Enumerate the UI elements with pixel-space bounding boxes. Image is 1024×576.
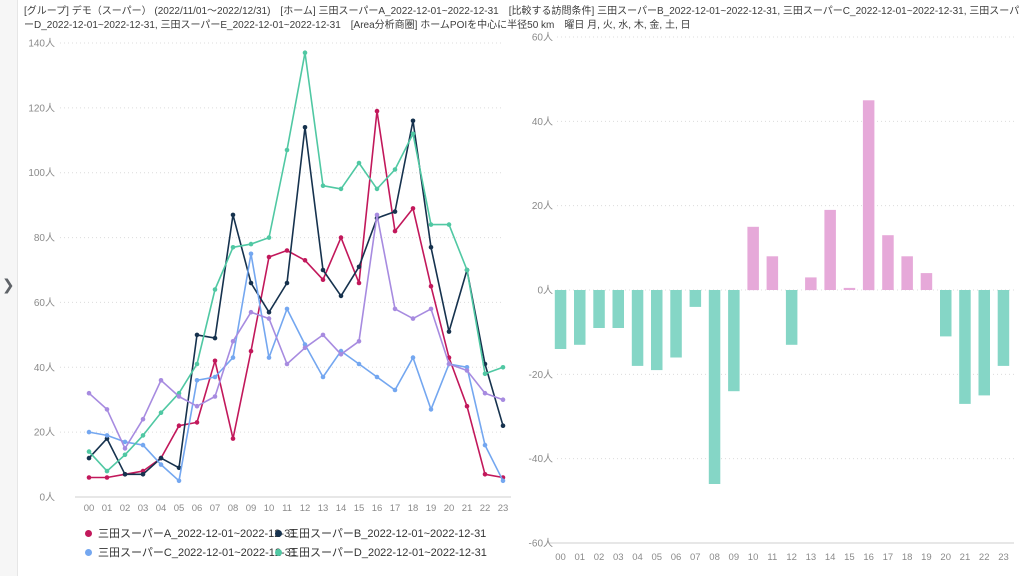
- line-chart: 0人 20人 40人 60人 80人 100人 120人 140人 00 01 02 03 04 05 06…: [28, 38, 511, 514]
- series-d-dot-icon: [275, 548, 282, 556]
- svg-text:07: 07: [210, 503, 221, 514]
- svg-text:06: 06: [671, 552, 682, 563]
- svg-text:01: 01: [102, 503, 113, 514]
- svg-text:07: 07: [690, 552, 701, 563]
- series-a-dot-icon: [85, 529, 92, 537]
- svg-text:15: 15: [844, 552, 855, 563]
- svg-text:0人: 0人: [537, 285, 553, 297]
- svg-text:18: 18: [902, 552, 913, 563]
- svg-text:08: 08: [228, 503, 239, 514]
- svg-text:09: 09: [246, 503, 257, 514]
- svg-text:60人: 60人: [532, 32, 553, 44]
- legend-label: 三田スーパーA_2022-12-01~2022-12-31: [98, 528, 297, 540]
- line-chart-legend: 三田スーパーA_2022-12-01~2022-12-31 三田スーパーB_20…: [85, 525, 487, 560]
- svg-text:05: 05: [174, 503, 185, 514]
- legend-item-store-d[interactable]: 三田スーパーD_2022-12-01~2022-12-31: [275, 544, 487, 560]
- svg-text:09: 09: [729, 552, 740, 563]
- svg-text:17: 17: [883, 552, 894, 563]
- legend-label: 三田スーパーD_2022-12-01~2022-12-31: [288, 547, 487, 559]
- svg-text:12: 12: [300, 503, 311, 514]
- svg-text:16: 16: [863, 552, 874, 563]
- svg-text:22: 22: [979, 552, 990, 563]
- svg-text:12: 12: [786, 552, 797, 563]
- svg-text:02: 02: [594, 552, 605, 563]
- svg-text:0人: 0人: [39, 492, 55, 504]
- svg-text:14: 14: [825, 552, 836, 563]
- legend-label: 三田スーパーC_2022-12-01~2022-12-31: [98, 547, 297, 559]
- svg-text:80人: 80人: [34, 232, 55, 244]
- svg-text:08: 08: [709, 552, 720, 563]
- svg-text:14: 14: [336, 503, 347, 514]
- series-c-dot-icon: [85, 548, 92, 556]
- sidebar-collapse-strip[interactable]: ❯: [0, 0, 18, 576]
- svg-text:17: 17: [390, 503, 401, 514]
- svg-text:13: 13: [318, 503, 329, 514]
- svg-text:04: 04: [632, 552, 643, 563]
- chevron-right-icon: ❯: [2, 277, 15, 294]
- svg-text:19: 19: [426, 503, 437, 514]
- legend-label: 三田スーパーB_2022-12-01~2022-12-31: [288, 528, 487, 540]
- svg-text:60人: 60人: [34, 297, 55, 309]
- svg-text:00: 00: [84, 503, 95, 514]
- svg-text:02: 02: [120, 503, 131, 514]
- svg-text:23: 23: [498, 503, 509, 514]
- svg-text:-20人: -20人: [529, 369, 553, 381]
- svg-text:03: 03: [138, 503, 149, 514]
- svg-text:20人: 20人: [532, 200, 553, 212]
- svg-text:40人: 40人: [532, 116, 553, 128]
- svg-text:20: 20: [444, 503, 455, 514]
- svg-text:20人: 20人: [34, 427, 55, 439]
- svg-text:11: 11: [282, 503, 292, 514]
- svg-text:21: 21: [960, 552, 971, 563]
- svg-text:00: 00: [555, 552, 566, 563]
- svg-text:19: 19: [921, 552, 932, 563]
- svg-text:05: 05: [652, 552, 663, 563]
- svg-text:140人: 140人: [28, 38, 55, 50]
- svg-text:100人: 100人: [28, 167, 55, 179]
- svg-text:20: 20: [940, 552, 951, 563]
- breadcrumb: [グループ] デモ（スーパー） (2022/11/01～2022/12/31) …: [24, 6, 1020, 31]
- svg-text:-60人: -60人: [529, 538, 553, 550]
- legend-item-store-a[interactable]: 三田スーパーA_2022-12-01~2022-12-31: [85, 525, 296, 541]
- svg-text:21: 21: [462, 503, 473, 514]
- svg-text:120人: 120人: [28, 102, 55, 114]
- svg-text:16: 16: [372, 503, 383, 514]
- legend-item-store-c[interactable]: 三田スーパーC_2022-12-01~2022-12-31: [85, 544, 297, 560]
- series-b-dot-icon: [275, 529, 282, 537]
- svg-text:11: 11: [767, 552, 777, 563]
- svg-text:13: 13: [806, 552, 817, 563]
- legend-item-store-b[interactable]: 三田スーパーB_2022-12-01~2022-12-31: [275, 525, 487, 541]
- svg-text:01: 01: [574, 552, 585, 563]
- svg-text:03: 03: [613, 552, 624, 563]
- svg-text:22: 22: [480, 503, 491, 514]
- svg-text:10: 10: [748, 552, 759, 563]
- svg-text:40人: 40人: [34, 362, 55, 374]
- svg-text:04: 04: [156, 503, 167, 514]
- svg-text:15: 15: [354, 503, 365, 514]
- svg-text:-40人: -40人: [529, 453, 553, 465]
- svg-text:23: 23: [998, 552, 1009, 563]
- svg-text:10: 10: [264, 503, 275, 514]
- svg-text:06: 06: [192, 503, 203, 514]
- svg-text:18: 18: [408, 503, 419, 514]
